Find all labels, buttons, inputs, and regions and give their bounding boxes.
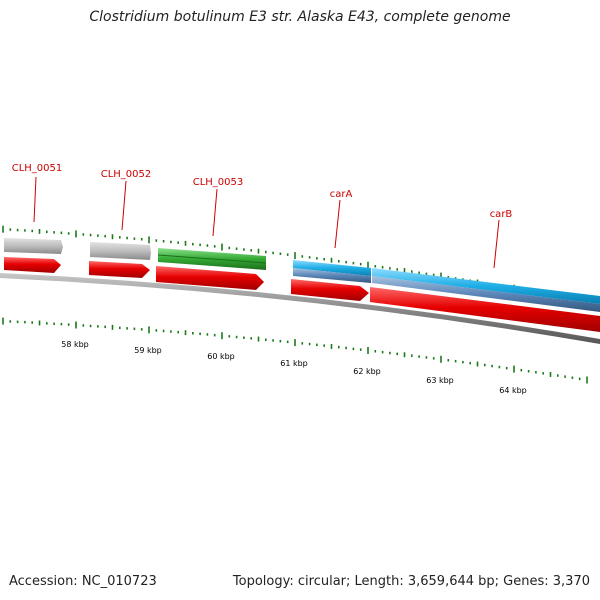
gene-label-clh-0053: CLH_0053 (193, 177, 244, 188)
accession-text: Accession: NC_010723 (9, 574, 157, 589)
gene-carb-steel-feature[interactable] (372, 276, 600, 312)
scale-label-59kbp: 59 kbp (134, 346, 162, 355)
cds-clh-0052-feature[interactable] (89, 261, 150, 278)
gene-clh-0051-feature[interactable] (4, 238, 63, 254)
label-leader-cara (334, 199, 341, 249)
scale-label-61kbp: 61 kbp (280, 359, 308, 368)
scale-label-58kbp: 58 kbp (61, 340, 89, 349)
gene-clh-0052-feature[interactable] (90, 242, 151, 260)
gene-label-cara: carA (330, 189, 353, 200)
genome-backbone (0, 273, 600, 344)
gene-cara-steel-feature[interactable] (293, 268, 371, 283)
gene-label-carb: carB (490, 209, 513, 220)
gene-clh-0053-divider (157, 254, 267, 264)
label-leader-carb (493, 219, 500, 269)
scale-label-60kbp: 60 kbp (207, 352, 235, 361)
cds-clh-0053-feature[interactable] (156, 266, 264, 290)
genome-title: Clostridium botulinum E3 str. Alaska E43… (89, 9, 511, 25)
gene-cara-cyan-feature[interactable] (293, 260, 371, 276)
genome-summary-text: Topology: circular; Length: 3,659,644 bp… (232, 574, 590, 589)
scale-label-63kbp: 63 kbp (426, 376, 454, 385)
scale-label-64kbp: 64 kbp (499, 386, 527, 395)
cds-clh-0051-feature[interactable] (4, 257, 61, 273)
scale-label-62kbp: 62 kbp (353, 367, 381, 376)
gene-label-clh-0051: CLH_0051 (12, 163, 63, 174)
cds-cara-feature[interactable] (291, 279, 369, 301)
label-leader-clh-0053 (212, 188, 218, 237)
cds-carb-feature[interactable] (370, 287, 600, 332)
gene-carb-cyan-feature[interactable] (372, 268, 600, 304)
gene-label-clh-0052: CLH_0052 (101, 169, 152, 180)
lower-tick-row (2, 317, 588, 384)
label-leader-clh-0051 (33, 176, 37, 223)
label-leader-clh-0052 (121, 180, 127, 231)
